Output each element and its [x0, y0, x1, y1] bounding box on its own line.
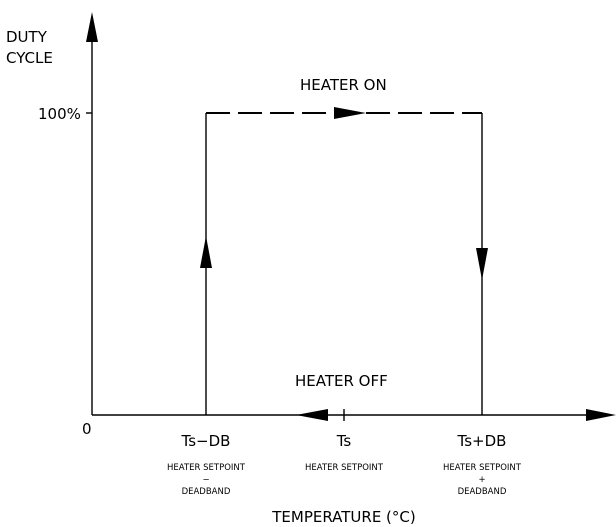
loop-down-arrow: [476, 248, 488, 280]
point-desc-ts-plus-db-line2: +: [478, 475, 485, 485]
loop-left-arrow: [296, 409, 328, 421]
point-label-ts: Ts: [336, 432, 352, 450]
loop-right-arrow: [334, 107, 366, 119]
y-axis-arrowhead: [86, 12, 98, 42]
x-axis-title: TEMPERATURE (°C): [271, 508, 416, 526]
point-desc-ts-plus-db-line3: DEADBAND: [458, 487, 507, 497]
y-tick-label-100: 100%: [38, 105, 81, 123]
point-desc-ts-minus-db-line2: −: [202, 475, 209, 485]
point-label-ts-minus-db: Ts−DB: [181, 432, 231, 450]
y-axis-label-line2: CYCLE: [6, 49, 53, 67]
origin-label: 0: [82, 420, 92, 438]
x-axis-arrowhead: [586, 409, 616, 421]
point-desc-ts-line1: HEATER SETPOINT: [305, 463, 384, 473]
loop-up-arrow: [200, 236, 212, 268]
point-desc-ts-minus-db-line1: HEATER SETPOINT: [167, 463, 246, 473]
point-desc-ts-minus-db-line3: DEADBAND: [182, 487, 231, 497]
heater-off-label: HEATER OFF: [295, 372, 388, 390]
y-axis-label-line1: DUTY: [6, 28, 48, 46]
point-desc-ts-plus-db-line1: HEATER SETPOINT: [443, 463, 522, 473]
point-label-ts-plus-db: Ts+DB: [457, 432, 507, 450]
heater-on-label: HEATER ON: [300, 76, 387, 94]
